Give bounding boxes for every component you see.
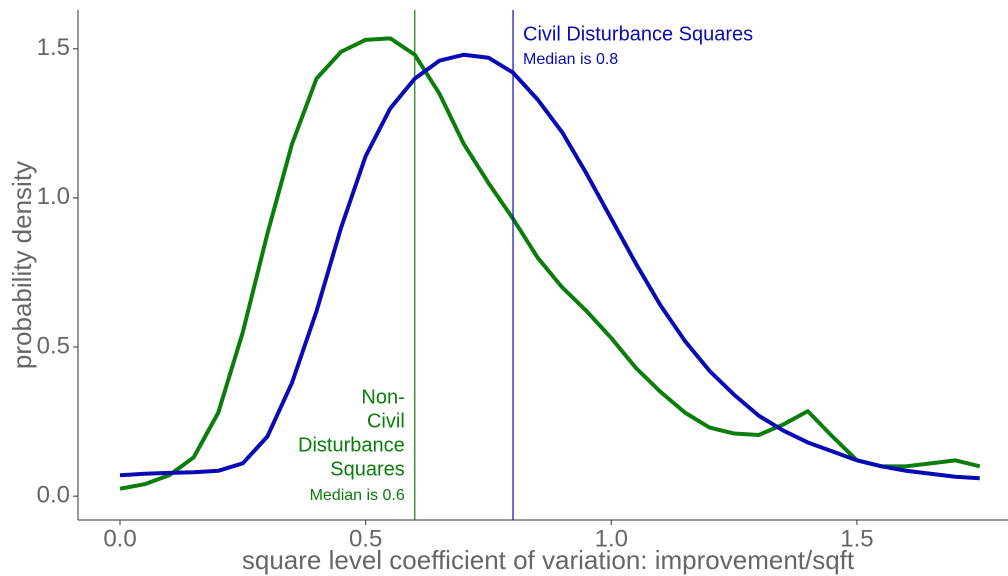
y-tick-label: 1.5 (37, 34, 70, 61)
annotation: Civil Disturbance Squares (523, 23, 753, 45)
annotation: Squares (330, 458, 405, 480)
density-line (119, 36, 981, 491)
x-tick-label: 1.5 (840, 525, 873, 552)
density-line (119, 52, 980, 481)
annotation: Civil (367, 410, 405, 432)
x-tick-label: 0.5 (349, 525, 382, 552)
y-tick-label: 0.5 (37, 332, 70, 359)
y-tick-label: 1.0 (37, 183, 70, 210)
median-annotation: Median is 0.6 (310, 487, 405, 504)
x-axis-label: square level coefficient of variation: i… (242, 545, 855, 575)
x-tick-label: 1.0 (595, 525, 628, 552)
median-annotation: Median is 0.8 (523, 51, 618, 68)
y-axis-label: probability density (7, 161, 37, 369)
x-tick-label: 0.0 (103, 525, 136, 552)
annotation: Disturbance (298, 434, 405, 456)
annotation: Non- (361, 386, 404, 408)
y-tick-label: 0.0 (37, 481, 70, 508)
